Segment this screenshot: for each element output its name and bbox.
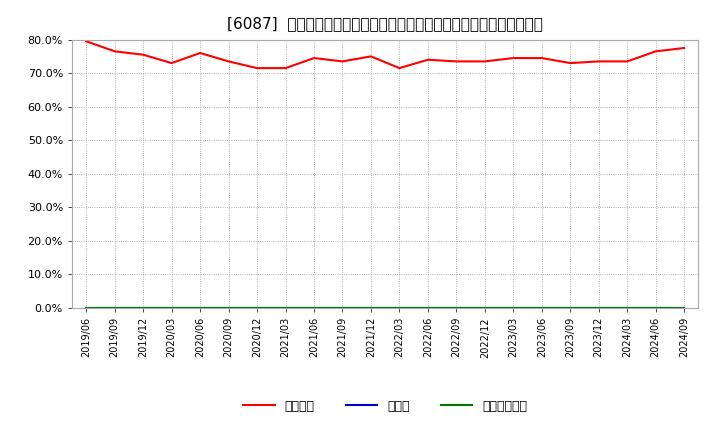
繰延税金資産 [452,305,461,311]
繰延税金資産 [395,305,404,311]
のれん [110,305,119,311]
のれん [139,305,148,311]
のれん [566,305,575,311]
のれん [595,305,603,311]
自己資本 [167,60,176,66]
繰延税金資産 [139,305,148,311]
自己資本 [452,59,461,64]
自己資本 [566,60,575,66]
繰延税金資産 [537,305,546,311]
自己資本 [366,54,375,59]
自己資本 [110,49,119,54]
繰延税金資産 [167,305,176,311]
繰延税金資産 [196,305,204,311]
のれん [623,305,631,311]
Title: [6087]  自己資本、のれん、繰延税金資産の総資産に対する比率の推移: [6087] 自己資本、のれん、繰延税金資産の総資産に対する比率の推移 [228,16,543,32]
自己資本 [253,66,261,71]
繰延税金資産 [509,305,518,311]
のれん [338,305,347,311]
のれん [395,305,404,311]
自己資本 [338,59,347,64]
自己資本 [680,45,688,51]
自己資本 [196,50,204,55]
のれん [310,305,318,311]
自己資本 [480,59,489,64]
自己資本 [623,59,631,64]
繰延税金資産 [623,305,631,311]
繰延税金資産 [480,305,489,311]
のれん [82,305,91,311]
繰延税金資産 [652,305,660,311]
自己資本 [652,49,660,54]
繰延税金資産 [82,305,91,311]
繰延税金資産 [338,305,347,311]
Line: 自己資本: 自己資本 [86,41,684,68]
繰延税金資産 [566,305,575,311]
のれん [225,305,233,311]
のれん [196,305,204,311]
自己資本 [537,55,546,61]
自己資本 [310,55,318,61]
のれん [253,305,261,311]
自己資本 [282,66,290,71]
のれん [680,305,688,311]
自己資本 [225,59,233,64]
繰延税金資産 [225,305,233,311]
繰延税金資産 [680,305,688,311]
繰延税金資産 [595,305,603,311]
のれん [480,305,489,311]
繰延税金資産 [110,305,119,311]
のれん [167,305,176,311]
自己資本 [595,59,603,64]
自己資本 [509,55,518,61]
自己資本 [139,52,148,57]
自己資本 [395,66,404,71]
繰延税金資産 [366,305,375,311]
のれん [282,305,290,311]
のれん [509,305,518,311]
自己資本 [82,39,91,44]
のれん [452,305,461,311]
のれん [537,305,546,311]
のれん [423,305,432,311]
のれん [366,305,375,311]
のれん [652,305,660,311]
繰延税金資産 [423,305,432,311]
繰延税金資産 [253,305,261,311]
繰延税金資産 [310,305,318,311]
繰延税金資産 [282,305,290,311]
自己資本 [423,57,432,62]
Legend: 自己資本, のれん, 繰延税金資産: 自己資本, のれん, 繰延税金資産 [238,395,532,418]
